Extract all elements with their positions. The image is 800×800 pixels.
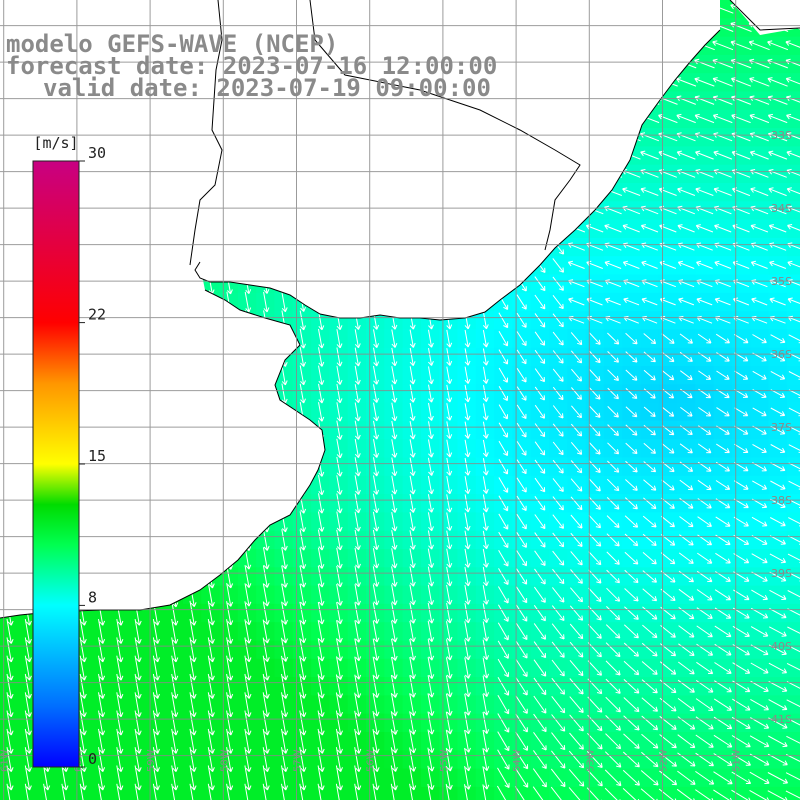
colorbar-label-30: 30 [88, 144, 106, 162]
uruguay-land [0, 0, 720, 320]
brazil-land [730, 0, 800, 35]
forecast-date: forecast date: 2023-07-16 12:00:00 [6, 52, 498, 80]
lon-label-57w: 57W [293, 749, 304, 772]
lat-label-37s: 37S [771, 421, 792, 434]
lon-label-56w: 56W [366, 749, 377, 772]
colorbar-gradient [32, 160, 80, 768]
coastlines [0, 0, 800, 619]
lat-label-33s: 33S [771, 129, 792, 142]
lat-label-40s: 40S [771, 640, 792, 653]
uruguay-brazil-border [309, 0, 581, 251]
colorbar-label-0: 0 [88, 750, 97, 768]
lon-label-58w: 58W [219, 749, 230, 772]
colorbar-unit: [m/s] [33, 134, 78, 152]
lon-label-55w: 55W [439, 749, 450, 772]
colorbar-label-8: 8 [88, 588, 97, 606]
lat-label-34s: 34S [771, 202, 792, 215]
colorbar-label-15: 15 [88, 447, 106, 465]
colorbar-label-22: 22 [88, 306, 106, 324]
colorbar: 30 22 15 8 0 [m/s] [32, 134, 106, 768]
lon-label-51w: 51W [732, 749, 743, 772]
lat-label-35s: 35S [771, 275, 792, 288]
uruguay-coastline [194, 29, 721, 321]
model-title: modelo GEFS-WAVE (NCEP) [6, 30, 339, 58]
lon-label-61w: 61W [0, 749, 11, 772]
lon-label-52w: 52W [659, 749, 670, 772]
lat-label-36s: 36S [771, 348, 792, 361]
argentina-coastline [0, 289, 326, 619]
lat-label-38s: 38S [771, 494, 792, 507]
brazil-coastline [729, 0, 800, 31]
lat-label-41s: 41S [771, 713, 792, 726]
lon-label-54w: 54W [512, 749, 523, 772]
lon-label-53w: 53W [585, 749, 596, 772]
valid-date: valid date: 2023-07-19 09:00:00 [43, 74, 491, 102]
lon-label-59w: 59W [146, 749, 157, 772]
uruguay-argentina-border [189, 0, 223, 266]
lat-label-39s: 39S [771, 567, 792, 580]
